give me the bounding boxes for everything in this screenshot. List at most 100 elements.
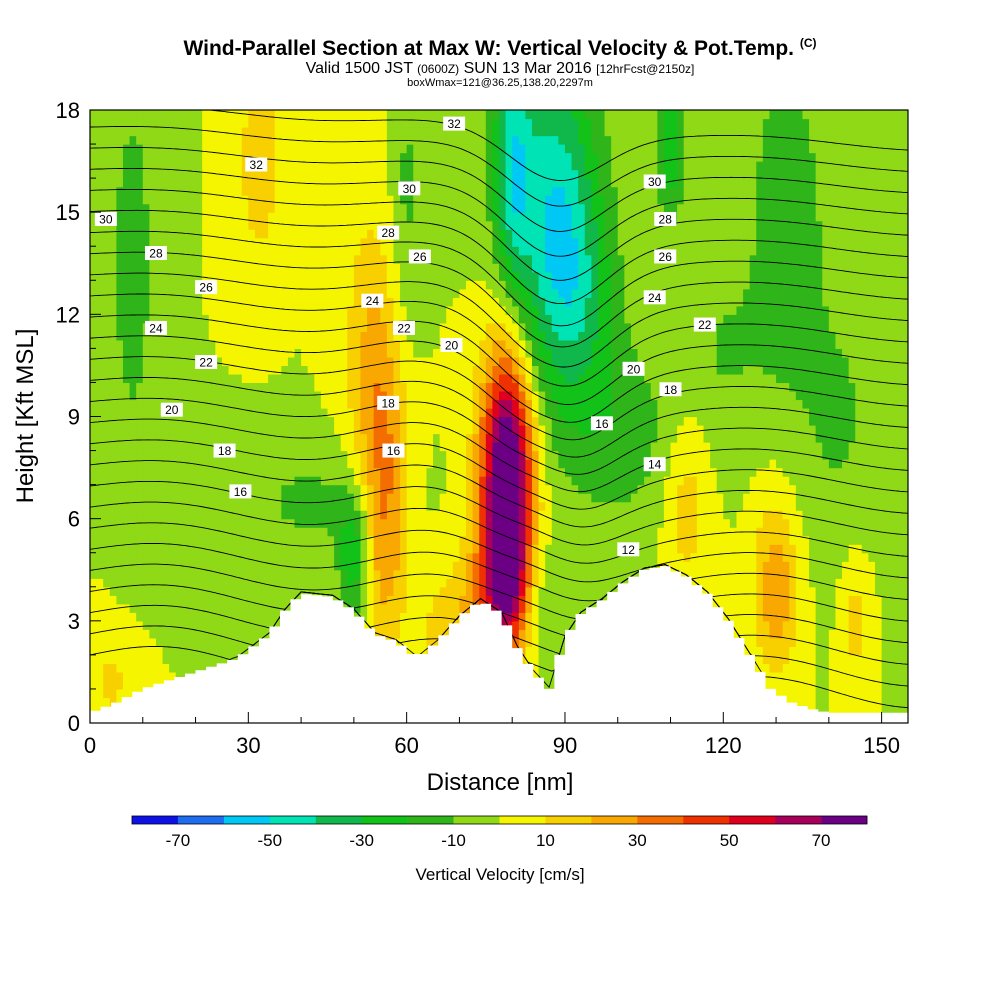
w-field-cell	[670, 527, 678, 537]
w-field-cell	[182, 646, 190, 656]
w-field-cell	[531, 654, 540, 664]
w-field-cell	[901, 663, 908, 673]
w-field-cell	[162, 620, 170, 630]
w-field-cell	[360, 390, 368, 401]
w-field-cell	[400, 501, 408, 511]
w-field-cell	[525, 467, 533, 477]
w-field-cell	[248, 578, 256, 588]
w-field-cell	[828, 561, 837, 571]
w-field-cell	[419, 646, 428, 656]
w-field-cell	[743, 450, 751, 460]
w-field-cell	[769, 578, 777, 588]
w-field-cell	[360, 578, 368, 588]
w-field-cell	[327, 399, 335, 409]
w-field-cell	[367, 510, 375, 520]
w-field-cell	[439, 442, 447, 452]
w-field-cell	[762, 442, 771, 452]
w-field-cell	[307, 501, 315, 511]
w-field-cell	[637, 407, 645, 418]
w-field-cell	[756, 654, 764, 664]
w-field-cell	[248, 425, 256, 435]
w-field-cell	[413, 459, 421, 469]
w-field-cell	[122, 663, 131, 673]
w-field-cell	[604, 382, 612, 392]
w-field-cell	[413, 612, 421, 622]
w-field-cell	[175, 603, 183, 613]
w-field-cell	[875, 646, 883, 656]
w-field-cell	[789, 697, 797, 707]
w-field-cell	[743, 459, 751, 469]
w-field-cell	[169, 544, 177, 554]
w-field-cell	[254, 561, 263, 571]
w-field-cell	[525, 510, 533, 520]
w-field-cell	[419, 595, 428, 605]
w-field-cell	[762, 561, 771, 571]
w-field-cell	[268, 510, 276, 520]
w-field-cell	[182, 586, 190, 596]
w-field-cell	[228, 569, 236, 579]
w-field-cell	[248, 535, 256, 545]
w-field-cell	[129, 416, 137, 426]
w-field-cell	[274, 425, 282, 435]
w-field-cell	[551, 433, 559, 443]
w-field-cell	[393, 518, 401, 528]
w-field-cell	[241, 501, 249, 511]
w-field-cell	[426, 433, 434, 443]
w-field-cell	[281, 501, 289, 511]
w-field-cell	[235, 612, 243, 622]
w-field-cell	[261, 535, 269, 545]
w-field-cell	[215, 407, 223, 418]
w-field-cell	[861, 697, 870, 707]
w-field-cell	[855, 663, 863, 673]
w-field-cell	[268, 586, 276, 596]
w-field-cell	[657, 399, 665, 409]
w-field-cell	[802, 569, 810, 579]
w-field-cell	[254, 476, 263, 486]
w-field-cell	[281, 527, 289, 537]
w-field-cell	[630, 399, 639, 409]
w-field-cell	[809, 484, 817, 494]
w-field-cell	[861, 620, 870, 630]
w-field-cell	[875, 442, 883, 452]
w-field-cell	[749, 603, 757, 613]
w-field-cell	[426, 578, 434, 588]
w-field-cell	[828, 646, 837, 656]
w-field-cell	[848, 561, 856, 571]
w-field-cell	[564, 552, 573, 562]
w-field-cell	[710, 544, 718, 554]
w-field-cell	[538, 654, 546, 664]
w-field-cell	[472, 450, 480, 460]
w-field-cell	[301, 501, 309, 511]
w-field-cell	[894, 637, 903, 647]
w-field-cell	[650, 425, 658, 435]
w-field-cell	[353, 416, 362, 426]
w-field-cell	[584, 442, 592, 452]
w-field-cell	[314, 544, 322, 554]
w-field-cell	[228, 646, 236, 656]
w-field-cell	[578, 382, 586, 392]
w-field-cell	[287, 442, 296, 452]
w-field-cell	[802, 603, 810, 613]
w-field-cell	[248, 510, 256, 520]
w-field-cell	[822, 382, 830, 392]
w-field-cell	[221, 476, 230, 486]
w-field-cell	[472, 595, 480, 605]
w-field-cell	[888, 467, 896, 477]
w-field-cell	[848, 399, 856, 409]
w-field-cell	[525, 595, 533, 605]
w-field-cell	[109, 407, 117, 418]
w-field-cell	[828, 595, 837, 605]
w-field-cell	[400, 552, 408, 562]
w-field-cell	[149, 373, 157, 384]
w-field-cell	[591, 510, 599, 520]
w-field-cell	[802, 484, 810, 494]
w-field-cell	[103, 535, 111, 545]
w-field-cell	[822, 569, 830, 579]
w-field-cell	[215, 629, 223, 639]
w-field-cell	[663, 484, 672, 494]
w-field-cell	[142, 390, 150, 401]
w-field-cell	[142, 501, 150, 511]
w-field-cell	[136, 416, 144, 426]
w-field-cell	[644, 493, 652, 503]
w-field-cell	[769, 493, 777, 503]
